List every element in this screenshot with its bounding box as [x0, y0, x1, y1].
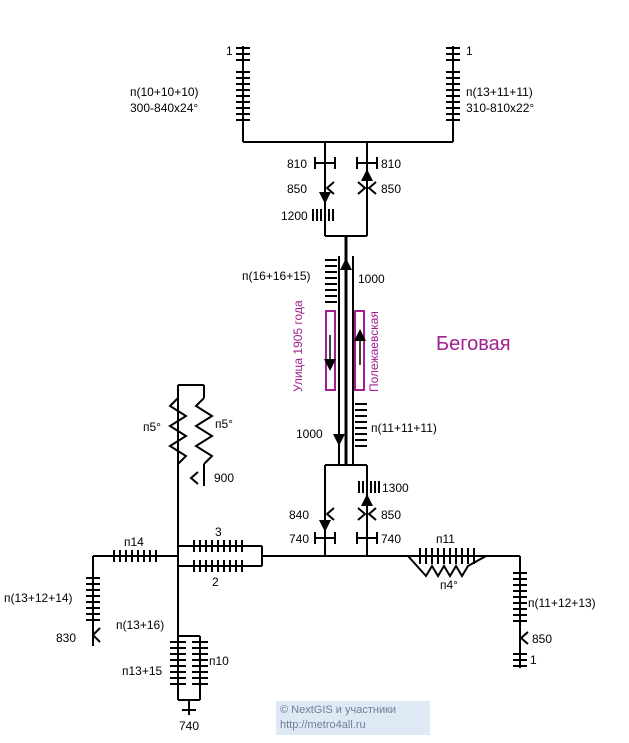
signal-label: 1 [466, 44, 473, 58]
top-left-entrance: 1 п(10+10+10) 300-840х24° [130, 44, 250, 142]
lineup-label: п5° [143, 420, 161, 434]
signal-label: 840 [289, 508, 309, 522]
signal-label: 1200 [281, 209, 308, 223]
platform: п(16+16+15) 1000 1000 п(11+11+11) Улица … [242, 236, 437, 465]
stack-label: п(13+11+11) [466, 85, 533, 99]
signal-label: 810 [287, 157, 307, 171]
signal-label: 740 [289, 532, 309, 546]
signal-label: 850 [287, 182, 307, 196]
signal-label: 810 [381, 157, 401, 171]
platform-label-right: Полежаевская [367, 311, 381, 392]
signal-label: 850 [381, 508, 401, 522]
signal-label: 1 [226, 44, 233, 58]
signal-label: 830 [56, 631, 76, 645]
copyright-link[interactable]: http://metro4all.ru [280, 719, 366, 731]
signal-label: 1000 [358, 272, 385, 286]
lineup-label: п5° [215, 417, 233, 431]
platform-label-left: Улица 1905 года [291, 300, 305, 392]
signal-label: 1000 [296, 427, 323, 441]
signal-label: 900 [214, 471, 234, 485]
lower-corridor: 1300 840 850 740 740 [289, 464, 409, 556]
left-branch: п14 п(13+12+14) 830 [4, 535, 178, 646]
upper-corridor: 810 810 850 850 1200 [281, 142, 401, 237]
lineup-label: п13+15 [122, 664, 163, 678]
lineup-label: п(11+11+11) [371, 421, 437, 435]
track-label: 3 [215, 525, 222, 539]
left-bottom-branch: п(13+16) п13+15 п10 740 [116, 618, 229, 733]
station-name: Беговая [436, 333, 511, 355]
lineup-label: п(11+12+13) [528, 596, 596, 610]
stack-label: п(10+10+10) [130, 85, 199, 99]
signal-label: 850 [532, 632, 552, 646]
track-label: 2 [212, 575, 219, 589]
lineup-label: п(13+16) [116, 618, 164, 632]
copyright-line: © NextGIS и участники [280, 704, 397, 716]
left-loop: п5° п5° 900 [143, 384, 234, 636]
stack-spec: 300-840х24° [130, 101, 198, 115]
lineup-label: п11 [436, 532, 455, 546]
signal-label: 850 [381, 182, 401, 196]
lineup-label: п14 [124, 535, 144, 549]
stack-spec: 310-810х22° [466, 101, 534, 115]
top-right-entrance: 1 п(13+11+11) 310-810х22° [446, 44, 534, 142]
lineup-label: п4° [440, 578, 458, 592]
signal-label: 740 [179, 719, 199, 733]
left-junction: 3 2 [178, 525, 263, 589]
signal-label: 1 [530, 653, 537, 667]
signal-label: 1300 [382, 481, 409, 495]
copyright-notice: © NextGIS и участники http://metro4all.r… [276, 701, 430, 735]
lineup-label: п(16+16+15) [242, 269, 311, 283]
right-exit: п11 п4° п(11+12+13) 850 1 [407, 532, 596, 668]
lineup-label: п10 [209, 654, 229, 668]
signal-label: 740 [381, 532, 401, 546]
lineup-label: п(13+12+14) [4, 591, 73, 605]
